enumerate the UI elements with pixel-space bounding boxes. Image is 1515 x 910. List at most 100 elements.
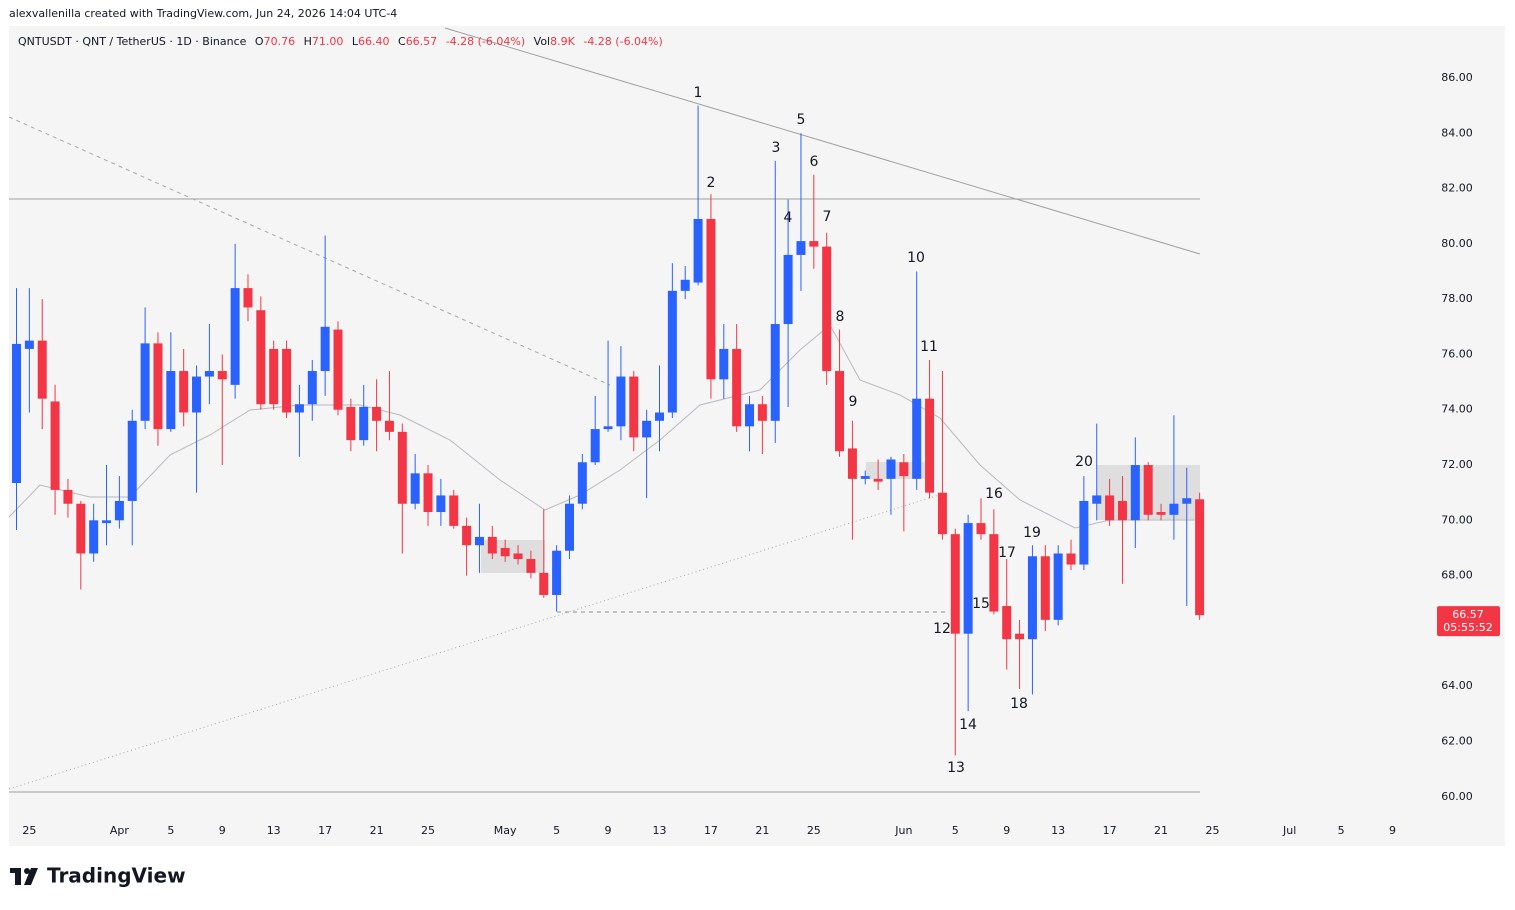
candle-body — [449, 495, 459, 526]
candle-body — [140, 343, 150, 421]
candle-body — [937, 492, 947, 535]
candle-body — [346, 406, 356, 441]
legend-label: L — [352, 35, 359, 48]
candle-body — [757, 404, 767, 421]
candle-body — [655, 412, 664, 421]
wave-label: 14 — [959, 717, 977, 733]
x-tick-label: 5 — [167, 824, 174, 837]
annotations: 1 2 3 4 5 6 7 8 9 10 11 12 13 14 15 16 1… — [694, 85, 1093, 776]
y-tick-label: 62.00 — [1441, 734, 1473, 747]
candle-body — [166, 371, 176, 430]
candle-body — [1053, 553, 1063, 620]
x-tick-label: 25 — [1205, 824, 1219, 837]
x-tick-label: Jun — [894, 824, 912, 837]
candle-body — [1079, 500, 1089, 565]
candle-body — [282, 348, 292, 413]
wave-label: 5 — [797, 112, 806, 128]
candle-body — [1027, 556, 1037, 640]
x-tick-label: 13 — [267, 824, 281, 837]
candle-body — [783, 254, 793, 325]
candle-body — [706, 218, 716, 380]
candle-body — [526, 559, 536, 573]
wave-label: 18 — [1010, 696, 1028, 712]
candle-body — [333, 329, 343, 410]
x-tick-label: 17 — [1103, 824, 1117, 837]
candle-body — [796, 241, 806, 255]
candle-body — [667, 290, 677, 413]
candle-body — [873, 478, 883, 482]
candle-body — [886, 459, 896, 479]
y-tick-label: 72.00 — [1441, 458, 1473, 471]
legend-label: C — [398, 35, 406, 48]
candle-body — [1015, 633, 1025, 640]
x-tick-label: 5 — [553, 824, 560, 837]
y-tick-label: 80.00 — [1441, 237, 1473, 250]
x-tick-label: Apr — [110, 824, 130, 837]
candle-body — [1182, 498, 1192, 504]
candle-body — [1156, 512, 1166, 515]
candle-body — [1169, 503, 1179, 515]
candle-body — [307, 371, 317, 405]
candle-body — [397, 431, 407, 504]
legend-value: 66.40 — [358, 35, 390, 48]
x-tick-label: 25 — [421, 824, 435, 837]
candle-body — [1143, 465, 1153, 515]
candle-body — [50, 401, 60, 490]
x-tick-label: 13 — [653, 824, 667, 837]
legend-label: H — [304, 35, 312, 48]
candle-body — [745, 404, 755, 427]
candle-body — [217, 371, 227, 380]
candle-body — [1040, 556, 1050, 620]
brand-name: TradingView — [47, 864, 186, 888]
candle-body — [37, 340, 47, 399]
candle-body — [719, 348, 729, 380]
credit: alexvallenilla created with TradingView.… — [9, 7, 397, 20]
candle-body — [770, 324, 780, 421]
candle-body — [294, 404, 304, 413]
candle-body — [1130, 465, 1140, 521]
legend-value: 8.9K — [550, 35, 575, 48]
price-tag — [1437, 606, 1500, 637]
wave-label: 2 — [707, 175, 716, 191]
candle-body — [192, 376, 202, 413]
y-tick-label: 60.00 — [1441, 790, 1473, 803]
candle-body — [1195, 499, 1205, 616]
range-box — [866, 462, 932, 479]
candle-body — [590, 429, 600, 463]
candle-body — [102, 520, 112, 524]
candle-body — [153, 343, 163, 430]
candle-body — [847, 448, 857, 479]
wave-label: 19 — [1023, 525, 1041, 541]
wave-label: 16 — [985, 486, 1003, 502]
candle-body — [629, 376, 639, 438]
wave-label: 13 — [947, 760, 965, 776]
candle-body — [1066, 553, 1076, 565]
candle-body — [642, 420, 652, 438]
candle-body — [693, 218, 703, 283]
wave-label: 15 — [972, 596, 990, 612]
candle-body — [243, 288, 253, 308]
candle-body — [114, 500, 124, 521]
wave-label: 20 — [1075, 454, 1093, 470]
x-tick-label: 13 — [1051, 824, 1065, 837]
candle-body — [680, 279, 690, 291]
candle-body — [127, 420, 137, 501]
candle-body — [462, 525, 472, 546]
price-tag-value: 66.57 — [1452, 608, 1484, 621]
wave-label: 12 — [933, 621, 951, 637]
candle-body — [423, 473, 433, 513]
x-tick-label: 17 — [704, 824, 718, 837]
x-tick-label: 25 — [807, 824, 821, 837]
candle-body — [1117, 500, 1127, 521]
y-tick-label: 82.00 — [1441, 182, 1473, 195]
candle-body — [912, 398, 922, 479]
wave-label: 6 — [810, 154, 819, 170]
legend-value: 70.76 — [264, 35, 296, 48]
candle-body — [384, 420, 394, 432]
y-tick-label: 68.00 — [1441, 569, 1473, 582]
candle-body — [179, 371, 189, 413]
wave-label: 10 — [907, 250, 925, 266]
brand-logo: TradingView — [10, 864, 186, 888]
chart-legend: QNTUSDT · QNT / TetherUS · 1D · Binance … — [18, 35, 663, 48]
